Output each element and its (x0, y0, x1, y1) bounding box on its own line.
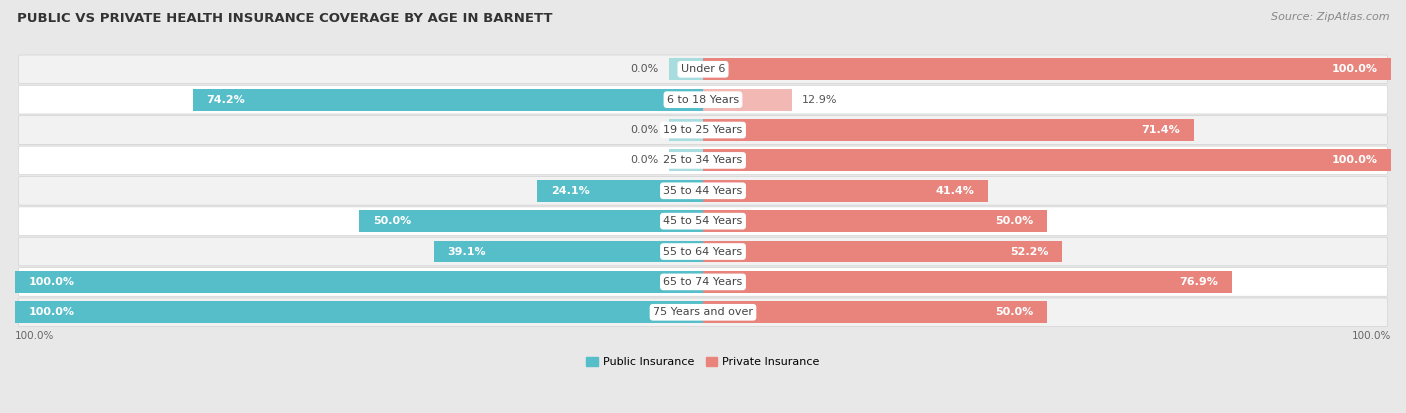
Text: 65 to 74 Years: 65 to 74 Years (664, 277, 742, 287)
Text: 55 to 64 Years: 55 to 64 Years (664, 247, 742, 256)
Text: Under 6: Under 6 (681, 64, 725, 74)
Bar (669, 58, 703, 80)
Text: 52.2%: 52.2% (1010, 247, 1049, 256)
Text: 100.0%: 100.0% (28, 277, 75, 287)
Bar (703, 89, 792, 111)
FancyBboxPatch shape (18, 268, 1388, 296)
Bar (537, 180, 703, 202)
FancyBboxPatch shape (18, 237, 1388, 266)
Text: 0.0%: 0.0% (630, 125, 658, 135)
FancyBboxPatch shape (18, 85, 1388, 114)
FancyBboxPatch shape (18, 116, 1388, 144)
Text: 0.0%: 0.0% (630, 155, 658, 166)
Bar (15, 301, 703, 323)
Text: 50.0%: 50.0% (373, 216, 411, 226)
Text: 45 to 54 Years: 45 to 54 Years (664, 216, 742, 226)
FancyBboxPatch shape (18, 55, 1388, 83)
Bar (703, 210, 1047, 232)
Text: 35 to 44 Years: 35 to 44 Years (664, 186, 742, 196)
Bar (669, 119, 703, 141)
Text: 74.2%: 74.2% (207, 95, 245, 104)
Text: 100.0%: 100.0% (1331, 64, 1378, 74)
Text: 25 to 34 Years: 25 to 34 Years (664, 155, 742, 166)
Text: 39.1%: 39.1% (447, 247, 486, 256)
Bar (703, 58, 1391, 80)
Bar (703, 119, 1194, 141)
Text: 6 to 18 Years: 6 to 18 Years (666, 95, 740, 104)
FancyBboxPatch shape (18, 298, 1388, 327)
Bar (193, 89, 703, 111)
Bar (669, 150, 703, 171)
Text: 12.9%: 12.9% (801, 95, 838, 104)
Bar (359, 210, 703, 232)
Text: 100.0%: 100.0% (28, 307, 75, 317)
Bar (703, 301, 1047, 323)
Text: 41.4%: 41.4% (935, 186, 974, 196)
Text: 75 Years and over: 75 Years and over (652, 307, 754, 317)
Bar (15, 271, 703, 293)
Bar (703, 150, 1391, 171)
Bar (703, 241, 1062, 263)
Text: 76.9%: 76.9% (1180, 277, 1219, 287)
Text: 50.0%: 50.0% (995, 307, 1033, 317)
Text: 50.0%: 50.0% (995, 216, 1033, 226)
Text: 100.0%: 100.0% (1331, 155, 1378, 166)
Text: PUBLIC VS PRIVATE HEALTH INSURANCE COVERAGE BY AGE IN BARNETT: PUBLIC VS PRIVATE HEALTH INSURANCE COVER… (17, 12, 553, 25)
FancyBboxPatch shape (18, 146, 1388, 175)
Bar (434, 241, 703, 263)
Text: 71.4%: 71.4% (1142, 125, 1181, 135)
Text: 19 to 25 Years: 19 to 25 Years (664, 125, 742, 135)
Text: 0.0%: 0.0% (630, 64, 658, 74)
Text: 24.1%: 24.1% (551, 186, 589, 196)
Legend: Public Insurance, Private Insurance: Public Insurance, Private Insurance (582, 353, 824, 372)
FancyBboxPatch shape (18, 176, 1388, 205)
Bar (703, 271, 1232, 293)
FancyBboxPatch shape (18, 207, 1388, 235)
Text: Source: ZipAtlas.com: Source: ZipAtlas.com (1271, 12, 1389, 22)
Text: 100.0%: 100.0% (15, 331, 55, 341)
Bar (703, 180, 988, 202)
Text: 100.0%: 100.0% (1351, 331, 1391, 341)
